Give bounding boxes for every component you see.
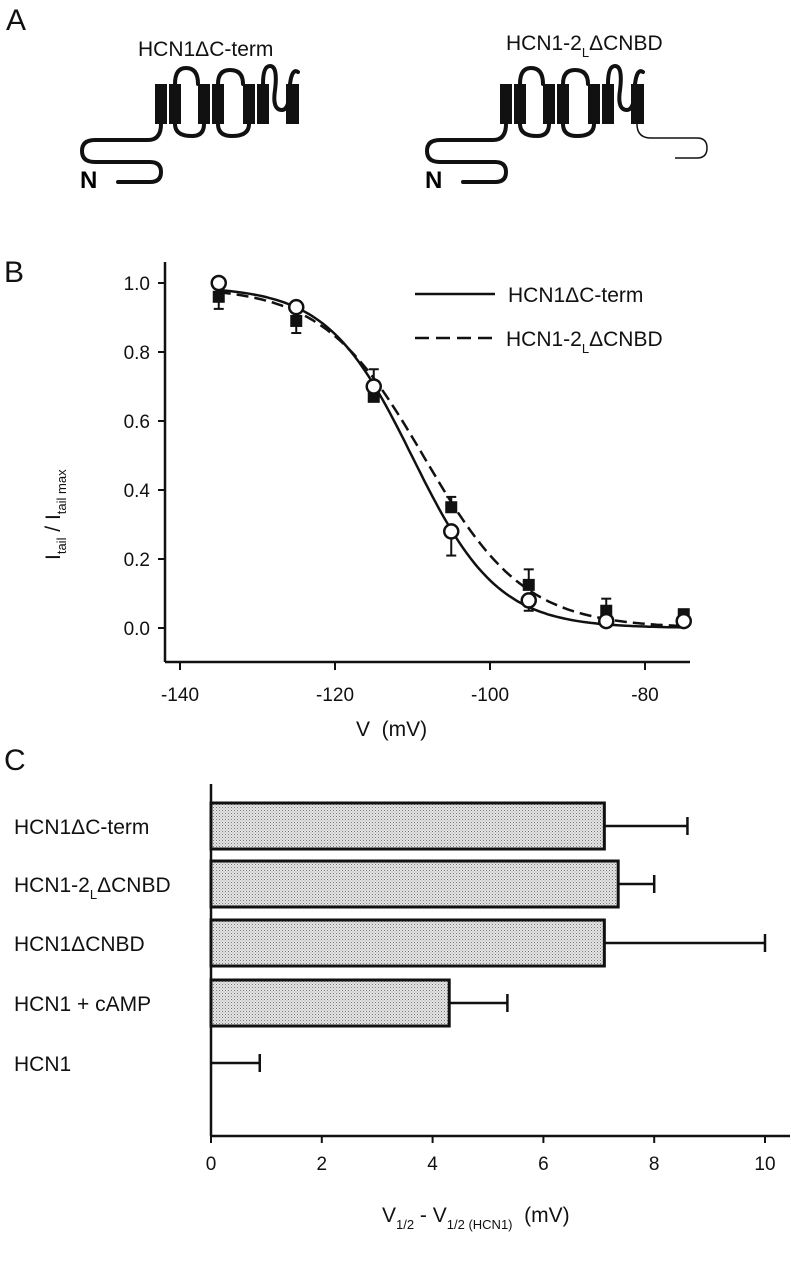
data-point-open-circle xyxy=(520,592,537,609)
y-tick-label: 0.0 xyxy=(124,619,150,640)
category-label-part: HCN1 xyxy=(14,1053,71,1076)
legend-label-1: HCN1ΔC-term xyxy=(508,284,643,307)
bar xyxy=(209,859,620,909)
x-tick-label: 10 xyxy=(754,1154,775,1175)
x-tick-label: -80 xyxy=(631,685,658,706)
x-axis-label: V1/2 - V1/2 (HCN1) (mV) xyxy=(382,1204,570,1232)
panel-label-c: C xyxy=(4,744,26,777)
data-point-open-circle xyxy=(365,378,382,395)
y-tick-label: 0.2 xyxy=(124,550,150,571)
n-terminus-label-2: N xyxy=(425,167,442,194)
category-label-part: HCN1ΔC-term xyxy=(14,816,149,839)
transmembrane-helix xyxy=(198,84,210,124)
bar xyxy=(209,801,606,851)
transmembrane-helix xyxy=(243,84,255,124)
transmembrane-helix xyxy=(588,84,600,124)
x-axis-label: V (mV) xyxy=(356,718,427,741)
legend-label-2: HCN1-2LΔCNBD xyxy=(506,328,663,356)
construct-title-2: HCN1-2LΔCNBD xyxy=(506,32,663,60)
c-terminal-tail xyxy=(636,123,708,159)
data-point-open-circle xyxy=(675,612,692,630)
y-tick-label: 0.4 xyxy=(124,481,151,502)
transmembrane-helix xyxy=(543,84,555,124)
data-point-filled-square xyxy=(522,578,535,591)
category-label: HCN1ΔCNBD xyxy=(14,933,145,956)
polypeptide-chain xyxy=(424,63,645,184)
x-tick-label: 8 xyxy=(649,1154,660,1175)
y-axis-label: Itail / Itail max xyxy=(42,469,69,560)
data-point-open-circle xyxy=(443,523,460,540)
data-point-open-circle xyxy=(210,274,227,292)
data-point-filled-square xyxy=(212,290,225,303)
polypeptide-chain xyxy=(79,63,300,184)
construct-title-1: HCN1ΔC-term xyxy=(138,38,273,61)
data-point-filled-square xyxy=(290,314,303,327)
category-label: HCN1ΔC-term xyxy=(14,816,149,839)
transmembrane-helix xyxy=(155,84,167,124)
data-point-open-circle xyxy=(598,612,615,630)
x-tick-label: -100 xyxy=(471,685,509,706)
legend: HCN1ΔC-term HCN1-2LΔCNBD xyxy=(415,284,663,356)
transmembrane-helix xyxy=(169,84,181,124)
y-tick-label: 0.6 xyxy=(124,412,150,433)
y-tick-label: 1.0 xyxy=(124,274,150,295)
panel-label-a: A xyxy=(6,4,26,37)
category-label-part: ΔCNBD xyxy=(97,874,171,897)
topology-diagram-hcn1-dc-term xyxy=(79,63,300,184)
bar xyxy=(209,918,606,968)
category-label-part: HCN1ΔCNBD xyxy=(14,933,145,956)
bar xyxy=(209,978,451,1028)
x-tick-label: -140 xyxy=(161,685,199,706)
topology-diagram-hcn1-2l-dcnbd xyxy=(424,63,708,184)
category-label-part: HCN1 + cAMP xyxy=(14,993,151,1016)
category-label: HCN1 + cAMP xyxy=(14,993,151,1016)
transmembrane-helix xyxy=(257,84,269,124)
category-label: HCN1 xyxy=(14,1053,71,1076)
x-tick-label: 4 xyxy=(427,1154,438,1175)
category-label-part: L xyxy=(90,887,97,902)
transmembrane-helix xyxy=(500,84,512,124)
transmembrane-helix xyxy=(212,84,224,124)
panel-label-b: B xyxy=(4,256,24,289)
y-tick-label: 0.8 xyxy=(124,343,150,364)
x-tick-label: 6 xyxy=(538,1154,549,1175)
x-tick-label: 2 xyxy=(317,1154,328,1175)
activation-curve-chart: -140 -120 -100 -80 0.0 0.2 0.4 0.6 0.8 1.0 V (mV)… xyxy=(42,262,692,741)
data-point-open-circle xyxy=(288,298,305,316)
x-tick-label: 0 xyxy=(206,1154,217,1175)
transmembrane-helix xyxy=(514,84,526,124)
n-terminus-label-1: N xyxy=(80,167,97,194)
category-label-part: HCN1-2 xyxy=(14,874,90,897)
category-label: HCN1-2LΔCNBD xyxy=(14,874,171,902)
x-tick-label: -120 xyxy=(316,685,354,706)
transmembrane-helix xyxy=(602,84,614,124)
data-point-filled-square xyxy=(445,501,458,514)
transmembrane-helix xyxy=(557,84,569,124)
